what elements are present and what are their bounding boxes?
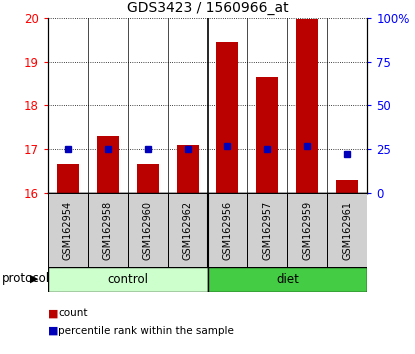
- Text: GSM162962: GSM162962: [183, 200, 193, 260]
- Bar: [137, 165, 159, 193]
- Bar: [336, 180, 358, 193]
- Bar: [217, 42, 239, 193]
- Text: count: count: [58, 308, 88, 318]
- Text: diet: diet: [276, 273, 299, 286]
- Bar: [247, 193, 287, 267]
- Bar: [97, 136, 119, 193]
- Bar: [48, 193, 88, 267]
- Bar: [57, 165, 79, 193]
- Bar: [88, 193, 128, 267]
- Text: ■: ■: [48, 308, 58, 318]
- Text: GSM162956: GSM162956: [222, 200, 232, 260]
- Bar: [208, 267, 367, 292]
- Bar: [327, 193, 367, 267]
- Text: ■: ■: [48, 326, 58, 336]
- Text: GSM162961: GSM162961: [342, 201, 352, 259]
- Text: GSM162959: GSM162959: [303, 200, 312, 260]
- Text: GSM162954: GSM162954: [63, 200, 73, 260]
- Text: protocol: protocol: [2, 273, 50, 285]
- Bar: [48, 267, 208, 292]
- Text: control: control: [107, 273, 148, 286]
- Text: ▶: ▶: [30, 274, 38, 284]
- Bar: [176, 145, 198, 193]
- Text: GSM162957: GSM162957: [262, 200, 272, 260]
- Bar: [168, 193, 208, 267]
- Title: GDS3423 / 1560966_at: GDS3423 / 1560966_at: [127, 1, 288, 15]
- Text: GSM162958: GSM162958: [103, 200, 112, 260]
- Bar: [287, 193, 327, 267]
- Text: percentile rank within the sample: percentile rank within the sample: [58, 326, 234, 336]
- Text: GSM162960: GSM162960: [143, 201, 153, 259]
- Bar: [208, 193, 247, 267]
- Bar: [128, 193, 168, 267]
- Bar: [256, 77, 278, 193]
- Bar: [296, 18, 318, 193]
